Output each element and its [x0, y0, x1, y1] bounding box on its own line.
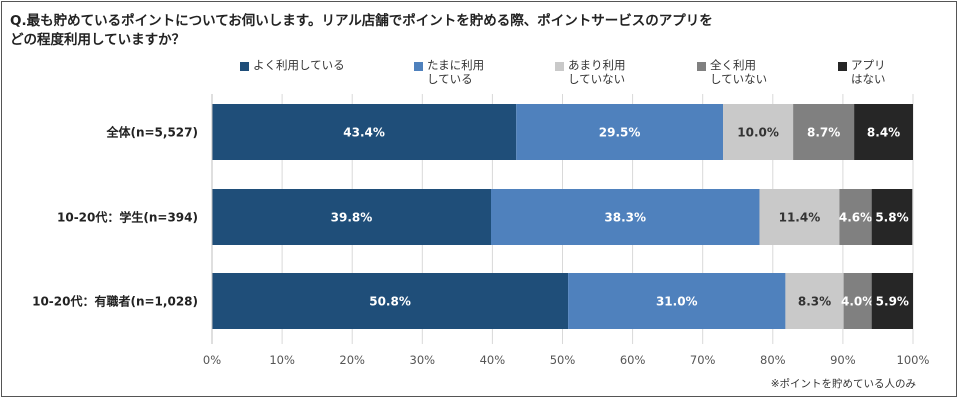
legend-swatch-rarely	[555, 62, 564, 71]
data-label: 10.0%	[737, 126, 779, 140]
legend-item-often: よく利用している	[240, 58, 345, 72]
title-line-1: Q.最も貯めているポイントについてお伺いします。リアル店舗でポイントを貯める際、…	[10, 13, 713, 29]
bar-segment-never	[839, 189, 872, 245]
x-tick-label: 50%	[550, 353, 576, 367]
bar-segment-never	[793, 104, 855, 160]
legend-label-sometimes: たまに利用 している	[427, 58, 485, 86]
data-label: 5.9%	[876, 295, 909, 309]
x-tick-label: 90%	[830, 353, 856, 367]
bar-segment-sometimes	[490, 189, 760, 245]
bar-segment-never	[843, 273, 872, 329]
data-label: 50.8%	[369, 295, 411, 309]
data-label: 8.3%	[798, 295, 831, 309]
x-tick-label: 10%	[269, 353, 295, 367]
legend-swatch-often	[240, 62, 249, 71]
chart-title: Q.最も貯めているポイントについてお伺いします。リアル店舗でポイントを貯める際、…	[10, 12, 940, 50]
legend-label-never: 全く利用 していない	[710, 58, 768, 86]
stacked-bar-chart: 43.4% 29.5% 10.0% 8.7% 8.4% 全体(n=5,527) 39.8% 3…	[32, 94, 930, 367]
legend-item-sometimes: たまに利用 している	[414, 58, 484, 86]
legend-label-rarely: あまり利用 していない	[568, 58, 626, 86]
x-tick-label: 0%	[203, 353, 221, 367]
bar-segment-no_app	[871, 189, 913, 245]
bar-segment-rarely	[723, 104, 794, 160]
data-label: 39.8%	[331, 211, 373, 225]
data-label: 4.0%	[841, 295, 874, 309]
data-label: 8.7%	[807, 126, 840, 140]
x-tick-label: 80%	[760, 353, 786, 367]
x-tick-label: 40%	[480, 353, 506, 367]
x-tick-label: 20%	[339, 353, 365, 367]
legend-item-rarely: あまり利用 していない	[555, 58, 626, 86]
bar-segment-often	[212, 104, 517, 160]
data-label: 4.6%	[839, 211, 872, 225]
legend-swatch-never	[697, 62, 706, 71]
legend-item-never: 全く利用 していない	[697, 58, 767, 86]
data-label: 43.4%	[343, 126, 385, 140]
bar-segment-often	[212, 189, 491, 245]
legend-item-no-app: アプリ はない	[838, 58, 886, 86]
data-label: 29.5%	[599, 126, 641, 140]
data-label: 31.0%	[656, 295, 698, 309]
x-tick-label: 100%	[897, 353, 930, 367]
legend-label-often: よく利用している	[253, 58, 345, 72]
category-label: 10-20代：学生(n=394)	[57, 210, 198, 225]
legend-label-no-app: アプリ はない	[851, 58, 886, 86]
x-tick-label: 60%	[620, 353, 646, 367]
category-label: 10-20代：有職者(n=1,028)	[32, 294, 198, 309]
data-label: 5.8%	[875, 211, 908, 225]
data-label: 38.3%	[604, 211, 646, 225]
legend-swatch-no-app	[838, 62, 847, 71]
bar-segment-sometimes	[516, 104, 724, 160]
x-tick-label: 30%	[410, 353, 436, 367]
bar-segment-no_app	[854, 104, 913, 160]
bar-segment-often	[212, 273, 569, 329]
data-label: 11.4%	[779, 211, 821, 225]
footnote: ※ポイントを貯めている人のみ	[770, 378, 916, 390]
x-tick-label: 70%	[690, 353, 716, 367]
data-label: 8.4%	[867, 126, 900, 140]
category-label: 全体(n=5,527)	[105, 125, 198, 140]
bar-segment-rarely	[785, 273, 844, 329]
legend-swatch-sometimes	[414, 62, 423, 71]
bar-segment-sometimes	[568, 273, 786, 329]
bar-segment-no_app	[871, 273, 913, 329]
title-line-2: どの程度利用していますか？	[10, 32, 186, 48]
bar-segment-rarely	[759, 189, 840, 245]
